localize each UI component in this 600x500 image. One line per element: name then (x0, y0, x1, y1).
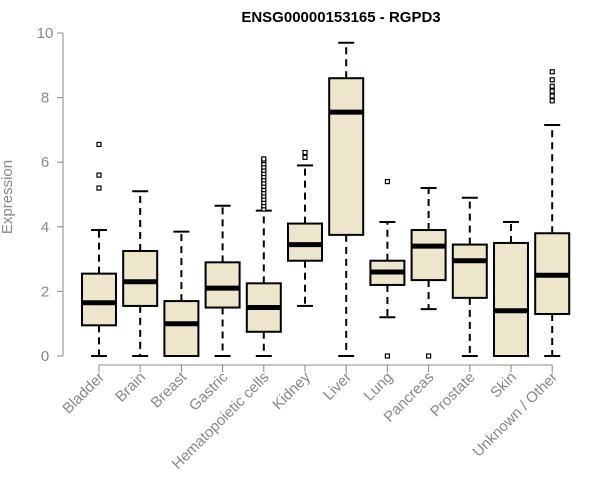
box-prostate (451, 196, 488, 357)
box-lung (369, 178, 406, 359)
box-body (493, 241, 529, 357)
box-body (122, 250, 159, 307)
y-tick-label: 2 (41, 283, 49, 300)
outlier-point (549, 93, 555, 99)
x-tick-label: Prostate (427, 369, 479, 421)
box-body (204, 261, 241, 309)
x-tick-label: Skin (487, 369, 520, 402)
x-tick-label: Liver (320, 369, 355, 404)
box-brain (122, 190, 159, 357)
x-tick-label: Brain (112, 369, 149, 406)
outlier-point (96, 185, 102, 191)
box-body (163, 300, 200, 357)
outlier-point (384, 353, 390, 359)
box-unknown-other (534, 69, 571, 357)
y-tick-label: 10 (37, 25, 54, 42)
y-axis-label: Expression (0, 160, 16, 234)
box-kidney (287, 149, 323, 307)
boxes (81, 41, 571, 359)
box-gastric (204, 204, 241, 357)
outlier-point (96, 172, 102, 178)
outlier-point (384, 178, 390, 185)
x-tick-label: Lung (361, 369, 397, 405)
outlier-point (549, 77, 555, 83)
y-tick-label: 4 (41, 219, 49, 236)
box-pancreas (410, 187, 447, 359)
outlier-point (549, 88, 555, 94)
box-bladder (81, 141, 117, 357)
y-tick-label: 0 (41, 348, 49, 365)
y-axis: 0 2 4 6 8 10 (37, 25, 64, 365)
y-tick-label: 6 (41, 154, 49, 171)
y-tick-label: 8 (41, 90, 49, 107)
box-skin (493, 220, 529, 357)
chart-title: ENSG00000153165 - RGPD3 (241, 9, 440, 26)
outlier-point (549, 69, 555, 75)
x-tick-label: Bladder (59, 369, 108, 418)
outlier-point (549, 83, 555, 89)
outlier-point (302, 149, 308, 156)
box-body (328, 77, 365, 236)
x-tick-label: Breast (148, 368, 191, 411)
outlier-point (302, 154, 308, 160)
outlier-point (261, 156, 267, 162)
box-body (81, 272, 117, 327)
box-breast (163, 230, 200, 357)
outlier-point (96, 141, 102, 148)
box-hematopoietic-cells (245, 156, 282, 357)
x-tick-label: Kidney (269, 368, 314, 413)
outlier-point (549, 98, 555, 104)
outlier-point (426, 353, 432, 359)
box-liver (328, 41, 365, 357)
box-body (451, 243, 488, 299)
box-body (410, 229, 447, 282)
